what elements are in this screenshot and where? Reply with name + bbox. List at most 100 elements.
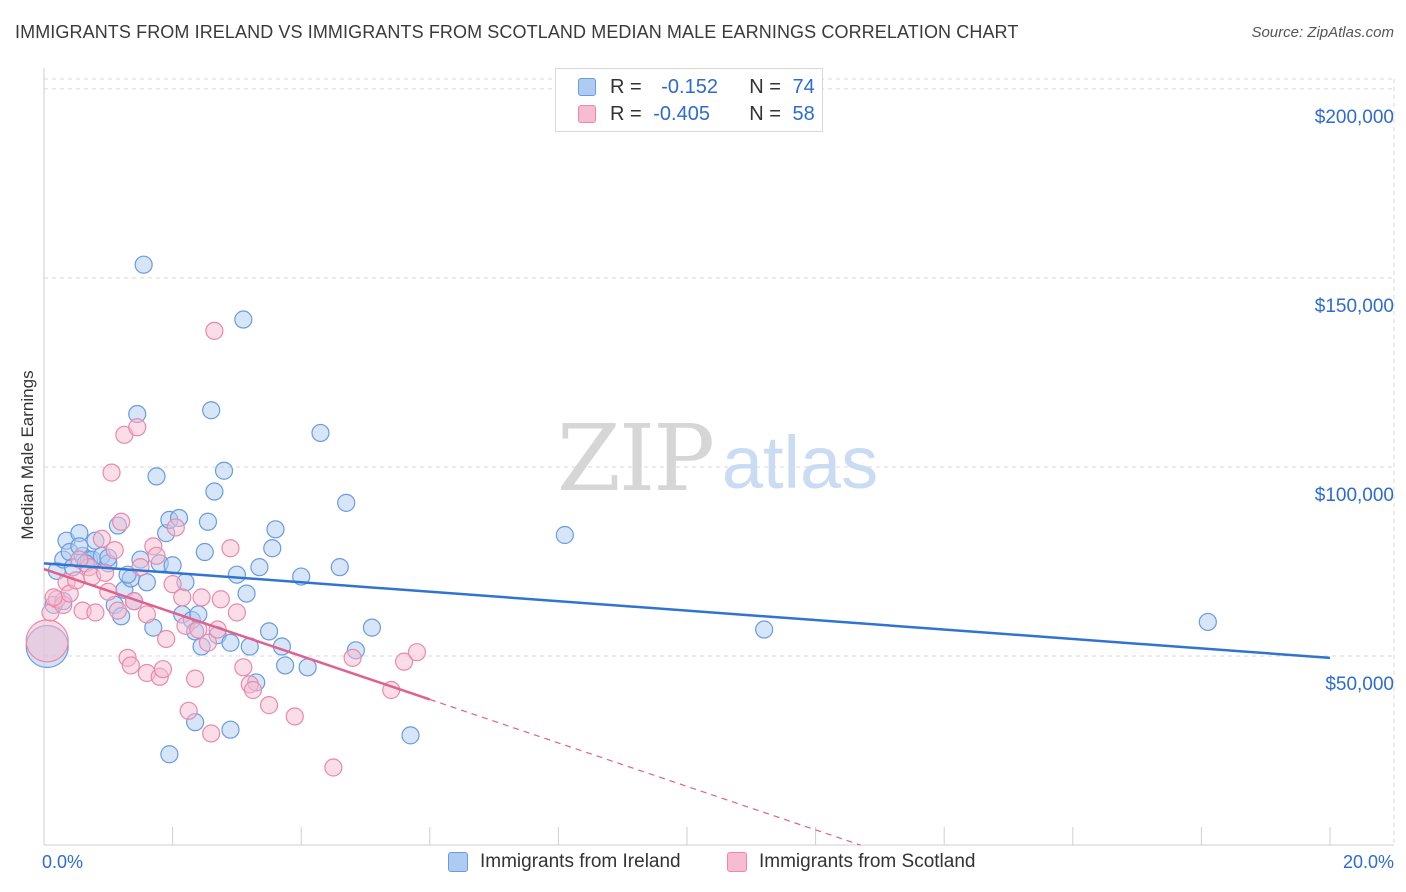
- bottom-legend-ireland: Immigrants from Ireland: [448, 851, 681, 873]
- ireland-point-65: [160, 745, 179, 764]
- ireland-point-60: [401, 726, 420, 745]
- ireland-point-24: [147, 467, 166, 486]
- scotland-point-43: [243, 680, 263, 700]
- scotland-point-21: [131, 558, 150, 577]
- scotland-point-52: [70, 550, 89, 569]
- ireland-point-67: [221, 720, 240, 739]
- legend-n-value-ireland: 74: [792, 75, 815, 98]
- scotland-point-40: [221, 539, 240, 558]
- scotland-point-50: [407, 643, 427, 662]
- legend-n-value-scotland: 58: [792, 102, 815, 125]
- scotland-point-11: [92, 529, 111, 548]
- data-points: [25, 255, 1217, 777]
- ireland-trend-line: [43, 562, 1331, 660]
- ireland-point-48: [259, 622, 279, 641]
- scotland-point-24: [147, 546, 166, 565]
- ireland-point-22: [137, 573, 156, 592]
- ireland-point-57: [337, 493, 356, 512]
- ireland-point-47: [250, 558, 269, 577]
- ireland-point-59: [362, 618, 382, 637]
- scotland-point-18: [121, 656, 140, 675]
- legend-row-ireland: R = -0.152 N = 74: [578, 75, 815, 99]
- scotland-point-13: [102, 463, 121, 482]
- trend-lines: [43, 562, 1331, 846]
- scotland-point-36: [202, 724, 221, 743]
- chart-title: IMMIGRANTS FROM IRELAND VS IMMIGRANTS FR…: [15, 22, 1019, 42]
- gridlines: [44, 78, 1395, 845]
- y-axis-label: Median Male Earnings: [18, 370, 37, 540]
- scotland-point-30: [173, 588, 192, 607]
- scotland-point-14: [105, 541, 124, 560]
- scotland-point-56: [44, 588, 63, 607]
- bottom-legend-scotland: Immigrants from Scotland: [727, 851, 975, 873]
- scotland-trend-extension: [429, 698, 861, 846]
- y-tick-label-0: $50,000: [1325, 673, 1394, 695]
- ireland-point-39: [205, 482, 224, 501]
- correlation-legend: R = -0.152 N = 74 R = -0.405 N = 58: [555, 68, 823, 132]
- scotland-point-46: [324, 758, 343, 777]
- scotland-point-45: [285, 707, 304, 726]
- ireland-point-44: [234, 310, 253, 329]
- ireland-point-62: [755, 620, 774, 639]
- y-tick-label-1: $100,000: [1314, 484, 1394, 506]
- legend-swatch-scotland: [578, 105, 596, 123]
- ireland-point-55: [311, 423, 330, 443]
- legend-n-label-scotland: N =: [749, 102, 787, 125]
- watermark: ZIP atlas: [557, 405, 878, 512]
- ireland-point-50: [266, 520, 285, 539]
- legend-row-scotland: R = -0.405 N = 58: [578, 102, 815, 126]
- scotland-point-28: [163, 575, 182, 594]
- scotland-point-33: [186, 669, 205, 688]
- scotland-point-10: [86, 603, 105, 622]
- scotland-point-54: [108, 601, 128, 620]
- y-tick-label-2: $150,000: [1314, 295, 1394, 317]
- scotland-point-44: [259, 696, 279, 715]
- ireland-point-56: [330, 558, 349, 577]
- scotland-point-29: [166, 518, 185, 537]
- scotland-point-34: [192, 588, 211, 607]
- scotland-trend-line: [43, 567, 431, 701]
- legend-r-label-scotland: R =: [610, 102, 648, 125]
- scotland-point-26: [153, 660, 173, 679]
- ireland-point-37: [198, 512, 218, 531]
- series-points-scotland: [25, 321, 427, 777]
- watermark-atlas: atlas: [722, 421, 878, 504]
- ireland-point-41: [214, 461, 234, 480]
- source-attribution: Source: ZipAtlas.com: [1251, 24, 1394, 41]
- x-tick-label-min: 0.0%: [42, 852, 84, 872]
- bottom-legend-swatch-ireland: [448, 852, 468, 872]
- legend-r-value-scotland: -0.405: [653, 102, 710, 125]
- ireland-point-49: [263, 539, 282, 558]
- bottom-legend-label-ireland: Immigrants from Ireland: [480, 851, 681, 872]
- scotland-point-0: [25, 619, 69, 663]
- ireland-point-42: [221, 633, 240, 652]
- scotland-point-27: [157, 629, 176, 649]
- watermark-zip: ZIP: [557, 405, 713, 512]
- legend-r-label-ireland: R =: [610, 75, 648, 98]
- ireland-point-61: [555, 525, 574, 545]
- scotland-point-51: [137, 605, 156, 624]
- legend-r-value-ireland: -0.152: [661, 75, 718, 98]
- scotland-point-47: [343, 648, 362, 667]
- scotland-point-15: [112, 512, 131, 531]
- ireland-point-43: [227, 565, 246, 584]
- y-tick-label-3: $200,000: [1314, 106, 1394, 128]
- scotland-point-41: [234, 658, 253, 677]
- scotland-point-35: [198, 633, 218, 652]
- ireland-point-36: [195, 542, 214, 562]
- axes: [43, 68, 1394, 846]
- scotland-point-20: [128, 418, 147, 437]
- legend-swatch-ireland: [578, 78, 596, 96]
- ireland-point-45: [237, 584, 256, 603]
- scotland-point-37: [205, 321, 224, 340]
- scotland-point-32: [179, 701, 198, 720]
- scotland-point-39: [211, 590, 230, 609]
- ireland-point-52: [276, 656, 295, 675]
- scotland-point-49: [394, 652, 414, 671]
- x-tick-label-max: 20.0%: [1342, 852, 1394, 872]
- ireland-point-38: [202, 401, 221, 420]
- ireland-point-63: [1198, 612, 1217, 632]
- legend-n-label-ireland: N =: [749, 75, 787, 98]
- scotland-point-57: [227, 603, 246, 622]
- bottom-legend-label-scotland: Immigrants from Scotland: [759, 851, 976, 872]
